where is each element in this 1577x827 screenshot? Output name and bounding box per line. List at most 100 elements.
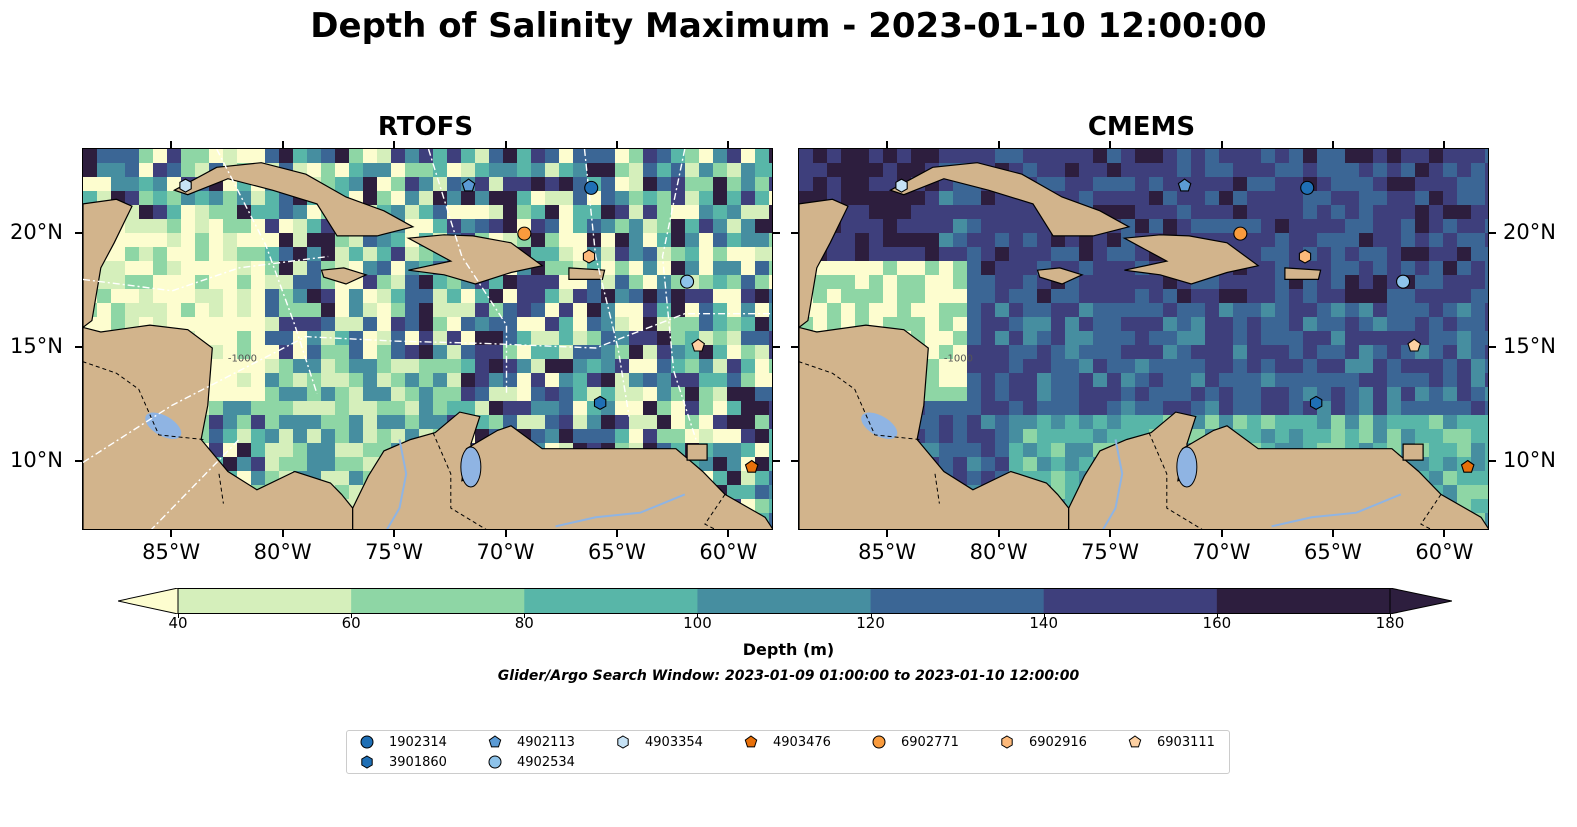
colorbar-tick — [697, 614, 699, 618]
colorbar-tick — [524, 614, 526, 618]
svg-text:-1000: -1000 — [944, 354, 973, 365]
pentagon-marker-icon — [744, 735, 758, 748]
lat-tick-right — [1489, 460, 1496, 463]
colorbar-extend-high — [1389, 588, 1452, 614]
lat-tick-left — [75, 346, 82, 348]
colorbar-tick-label: 60 — [341, 614, 361, 632]
float-marker-6902916 — [1298, 249, 1312, 264]
colorbar-extend-low — [118, 588, 179, 614]
lon-tick-label: 65°W — [587, 540, 646, 564]
lon-tick-bottom — [1109, 530, 1112, 537]
lon-tick-top — [281, 141, 284, 148]
lon-tick-label: 85°W — [142, 540, 201, 564]
panel-title-cmems: CMEMS — [1087, 112, 1196, 142]
colorbar-tick — [1216, 614, 1218, 618]
lon-tick-bottom — [1331, 530, 1334, 537]
colorbar-segment — [1216, 588, 1391, 614]
circle-marker-icon — [360, 735, 374, 749]
lat-tick-label: 10°N — [10, 448, 63, 473]
lon-tick-top — [1443, 141, 1446, 148]
map-panel-rtofs: -1000 — [82, 148, 773, 530]
legend-item-6903111: 6903111 — [1127, 733, 1215, 751]
legend-item-6902771: 6902771 — [871, 733, 959, 751]
colorbar-title: Depth (m) — [742, 640, 835, 659]
page-title: Depth of Salinity Maximum - 2023-01-10 1… — [310, 6, 1267, 46]
colorbar-tick-label: 180 — [1375, 614, 1405, 632]
colorbar-tick — [351, 614, 353, 618]
float-marker-3901860 — [1309, 395, 1323, 411]
lat-tick-right — [1489, 346, 1496, 348]
lat-tick-label: 10°N — [1503, 448, 1556, 473]
float-marker-1902314 — [584, 180, 599, 195]
lon-tick-bottom — [170, 530, 173, 537]
legend-item-4903476: 4903476 — [743, 733, 831, 751]
lon-tick-top — [1331, 141, 1334, 148]
float-marker-4903354 — [895, 178, 908, 193]
float-marker-4902113 — [1177, 178, 1192, 192]
lon-tick-label: 60°W — [699, 540, 758, 564]
lon-tick-top — [1109, 141, 1112, 148]
lon-tick-label: 75°W — [365, 540, 424, 564]
float-marker-1902314 — [1300, 180, 1315, 195]
lon-tick-bottom — [1443, 530, 1446, 537]
legend-label: 6902916 — [1029, 734, 1087, 750]
lat-tick-right — [773, 460, 780, 463]
legend-label: 4903476 — [773, 734, 831, 750]
lon-tick-bottom — [997, 530, 1000, 537]
colorbar-tick — [870, 614, 872, 618]
lat-tick-right — [773, 346, 780, 348]
lon-tick-top — [615, 141, 618, 148]
colorbar-segment — [178, 588, 352, 614]
legend-item-3901860: 3901860 — [359, 753, 447, 771]
lat-tick-left — [791, 346, 798, 348]
lat-tick-left — [75, 231, 82, 234]
circle-marker-icon — [488, 755, 502, 769]
panel-title-rtofs: RTOFS — [377, 112, 474, 142]
float-marker-4902534 — [1396, 274, 1411, 289]
colorbar-tick-label: 80 — [514, 614, 534, 632]
lon-tick-top — [504, 141, 507, 148]
colorbar-segment — [697, 588, 872, 614]
legend-label: 6903111 — [1157, 734, 1215, 750]
colorbar-tick — [1390, 614, 1391, 618]
colorbar-segment — [351, 588, 525, 614]
search-window-caption: Glider/Argo Search Window: 2023-01-09 01… — [497, 668, 1080, 684]
float-marker-3901860 — [593, 395, 607, 411]
colorbar-tick — [178, 614, 179, 618]
lon-tick-label: 65°W — [1303, 540, 1362, 564]
legend-label: 4902534 — [517, 754, 575, 770]
colorbar — [118, 588, 1452, 614]
legend-item-6902916: 6902916 — [999, 733, 1087, 751]
legend-label: 4903354 — [645, 734, 703, 750]
legend-label: 4902113 — [517, 734, 575, 750]
map-panel-cmems: -1000 — [798, 148, 1489, 530]
float-marker-4903476 — [744, 459, 759, 473]
circle-marker-icon — [872, 735, 886, 749]
legend-item-1902314: 1902314 — [359, 733, 447, 751]
lat-tick-left — [791, 460, 798, 463]
float-marker-4902113 — [461, 178, 476, 192]
hexagon-marker-icon — [361, 755, 373, 769]
lon-tick-bottom — [393, 530, 396, 537]
lon-tick-bottom — [504, 530, 507, 537]
colorbar-segment — [870, 588, 1045, 614]
legend-label: 3901860 — [389, 754, 447, 770]
lon-tick-bottom — [886, 530, 889, 537]
lon-tick-bottom — [281, 530, 284, 537]
legend-label: 1902314 — [389, 734, 447, 750]
hexagon-marker-icon — [617, 735, 629, 749]
lat-tick-right — [773, 231, 780, 234]
legend-item-4902534: 4902534 — [487, 753, 575, 771]
lon-tick-label: 85°W — [858, 540, 917, 564]
colorbar-tick — [1043, 614, 1045, 618]
lon-tick-label: 70°W — [1192, 540, 1251, 564]
colorbar-tick-label: 140 — [1029, 614, 1059, 632]
float-marker-4902534 — [680, 274, 695, 289]
float-marker-4903476 — [1460, 459, 1475, 473]
legend-label: 6902771 — [901, 734, 959, 750]
lon-tick-top — [997, 141, 1000, 148]
lon-tick-label: 80°W — [253, 540, 312, 564]
float-marker-6903111 — [1407, 338, 1422, 352]
float-marker-6903111 — [691, 338, 706, 352]
colorbar-segment — [524, 588, 698, 614]
